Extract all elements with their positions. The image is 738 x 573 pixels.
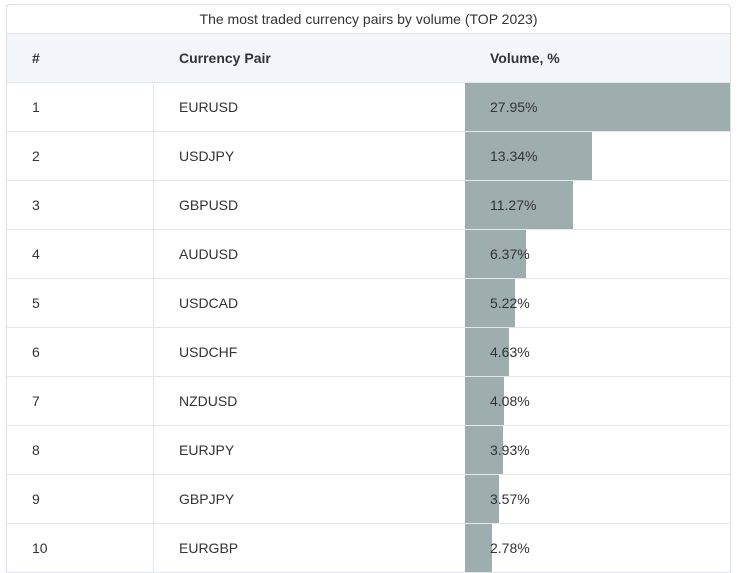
volume-bar: [465, 181, 573, 229]
volume-bar: [465, 132, 593, 180]
rank-cell: 10: [32, 540, 48, 556]
table-row: 8 EURJPY 3.93%: [7, 426, 730, 475]
table-row: 2 USDJPY 13.34%: [7, 132, 730, 181]
column-divider: [153, 524, 154, 572]
currency-pair-cell: AUDUSD: [179, 246, 239, 262]
currency-pair-cell: EURUSD: [179, 99, 239, 115]
header-volume: Volume, %: [490, 50, 560, 66]
currency-table: The most traded currency pairs by volume…: [6, 4, 731, 573]
column-divider: [153, 426, 154, 474]
volume-bar: [465, 83, 730, 131]
table-row: 10 EURGBP 2.78%: [7, 524, 730, 573]
header-rank: #: [32, 50, 40, 66]
rank-cell: 7: [32, 393, 40, 409]
table-header: # Currency Pair Volume, %: [7, 34, 730, 83]
rank-cell: 6: [32, 344, 40, 360]
volume-label: 13.34%: [490, 148, 538, 164]
volume-label: 4.08%: [490, 393, 530, 409]
rank-cell: 3: [32, 197, 40, 213]
currency-pair-cell: GBPUSD: [179, 197, 239, 213]
volume-label: 4.63%: [490, 344, 530, 360]
volume-bar: [465, 426, 503, 474]
volume-bar: [465, 328, 510, 376]
volume-bar: [465, 230, 526, 278]
currency-pair-cell: USDJPY: [179, 148, 235, 164]
volume-label: 5.22%: [490, 295, 530, 311]
rank-cell: 1: [32, 99, 40, 115]
column-divider: [153, 132, 154, 180]
currency-pair-cell: NZDUSD: [179, 393, 238, 409]
currency-pair-cell: EURJPY: [179, 442, 235, 458]
column-divider: [153, 328, 154, 376]
currency-pair-cell: EURGBP: [179, 540, 239, 556]
table-row: 4 AUDUSD 6.37%: [7, 230, 730, 279]
volume-label: 11.27%: [490, 197, 537, 213]
column-divider: [153, 377, 154, 425]
rank-cell: 5: [32, 295, 40, 311]
table-caption: The most traded currency pairs by volume…: [7, 5, 730, 34]
header-currency-pair: Currency Pair: [179, 50, 271, 66]
rank-cell: 8: [32, 442, 40, 458]
currency-pair-cell: USDCAD: [179, 295, 239, 311]
column-divider: [153, 181, 154, 229]
table-row: 9 GBPJPY 3.57%: [7, 475, 730, 524]
column-divider: [153, 279, 154, 327]
volume-bar: [465, 377, 504, 425]
table-body: 1 EURUSD 27.95% 2 USDJPY 13.34% 3 GBPUSD 11.27% 4…: [7, 83, 730, 573]
rank-cell: 2: [32, 148, 40, 164]
table-row: 3 GBPUSD 11.27%: [7, 181, 730, 230]
rank-cell: 9: [32, 491, 40, 507]
table-row: 1 EURUSD 27.95%: [7, 83, 730, 132]
volume-label: 3.93%: [490, 442, 530, 458]
table-row: 5 USDCAD 5.22%: [7, 279, 730, 328]
volume-label: 2.78%: [490, 540, 530, 556]
volume-bar: [465, 524, 492, 572]
volume-label: 6.37%: [490, 246, 530, 262]
currency-pair-cell: GBPJPY: [179, 491, 235, 507]
column-divider: [153, 475, 154, 523]
table-row: 6 USDCHF 4.63%: [7, 328, 730, 377]
volume-label: 3.57%: [490, 491, 530, 507]
currency-pair-cell: USDCHF: [179, 344, 238, 360]
volume-label: 27.95%: [490, 99, 538, 115]
column-divider: [153, 83, 154, 131]
volume-bar: [465, 475, 500, 523]
table-row: 7 NZDUSD 4.08%: [7, 377, 730, 426]
volume-bar: [465, 279, 515, 327]
column-divider: [153, 230, 154, 278]
rank-cell: 4: [32, 246, 40, 262]
